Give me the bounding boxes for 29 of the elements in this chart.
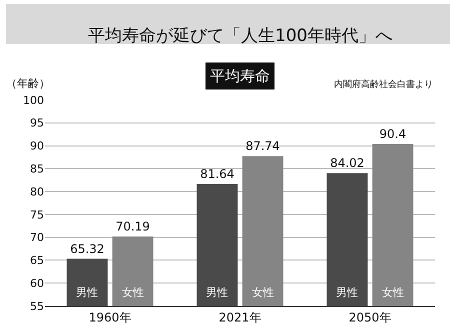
y-tick-label: 70 bbox=[30, 231, 44, 244]
data-label: 90.4 bbox=[379, 126, 406, 141]
y-tick-label: 95 bbox=[30, 116, 44, 130]
chart-subtitle: 平均寿命 bbox=[210, 67, 270, 85]
data-label: 81.64 bbox=[200, 167, 234, 182]
data-label: 65.32 bbox=[70, 242, 104, 256]
data-label: 84.02 bbox=[330, 156, 364, 170]
y-tick-label: 80 bbox=[30, 185, 44, 198]
text: 男性 bbox=[336, 286, 358, 299]
series-label: 女性 bbox=[122, 286, 144, 299]
data-label: 70.19 bbox=[116, 219, 150, 234]
x-tick-label: 2050年 bbox=[348, 310, 392, 324]
x-tick-label: 1960年 bbox=[88, 310, 132, 324]
y-tick-label: 100 bbox=[23, 94, 44, 107]
y-tick-label: 85 bbox=[30, 162, 44, 176]
data-label: 87.74 bbox=[246, 139, 280, 154]
y-tick-label: 65 bbox=[30, 254, 44, 268]
text: 内閣府高齢社会白書より bbox=[334, 79, 433, 90]
text: 女性 bbox=[382, 286, 404, 299]
y-tick-label: 55 bbox=[30, 300, 44, 313]
y-tick-label: 75 bbox=[30, 208, 44, 222]
chart-title: 平均寿命が延びて「人生100年時代」へ bbox=[88, 26, 392, 46]
y-tick-label: 90 bbox=[30, 140, 44, 153]
text: 女性 bbox=[252, 286, 274, 299]
text: 男性 bbox=[206, 286, 228, 299]
series-label: 男性 bbox=[76, 286, 98, 299]
x-tick-label: 2021年 bbox=[218, 310, 262, 324]
y-axis-title: （年齢） bbox=[6, 77, 50, 90]
y-tick-label: 60 bbox=[30, 276, 44, 290]
